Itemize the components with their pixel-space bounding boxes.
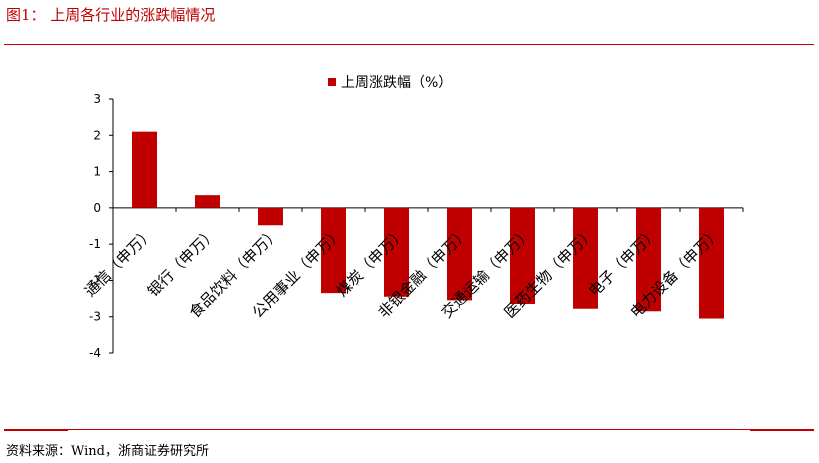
y-tick-label: -3 — [89, 310, 101, 324]
bar-2 — [195, 195, 220, 208]
bottom-rule — [4, 429, 814, 430]
chart-bars — [132, 131, 724, 319]
y-tick-label: 1 — [93, 165, 101, 179]
bar-9 — [636, 207, 661, 312]
bar-10 — [699, 207, 724, 319]
y-tick-label: 2 — [93, 128, 101, 142]
bar-7 — [510, 207, 535, 305]
legend-swatch — [328, 78, 336, 86]
bar-6 — [447, 207, 472, 301]
bottom-rule-right-accent — [750, 429, 814, 431]
bar-8 — [573, 207, 598, 309]
bottom-rule-left-accent — [4, 429, 68, 431]
chart-legend: 上周涨跌幅（%） — [328, 75, 452, 91]
y-tick-label: 0 — [93, 201, 101, 215]
y-tick-label: 3 — [93, 92, 101, 106]
bar-5 — [384, 207, 409, 297]
y-tick-labels: 3 2 1 0 -1 -2 -3 -4 — [89, 92, 101, 360]
legend-label: 上周涨跌幅（%） — [341, 75, 452, 91]
y-tick-label: -2 — [89, 273, 101, 287]
y-tick-label: -1 — [89, 237, 101, 251]
bar-4 — [321, 207, 346, 294]
y-tick-label: -4 — [89, 346, 101, 360]
bar-3 — [258, 207, 283, 226]
bar-1 — [132, 131, 157, 208]
top-rule — [4, 44, 814, 45]
figure-title: 图1： 上周各行业的涨跌幅情况 — [6, 6, 216, 24]
source-note: 资料来源：Wind，浙商证券研究所 — [6, 444, 209, 459]
